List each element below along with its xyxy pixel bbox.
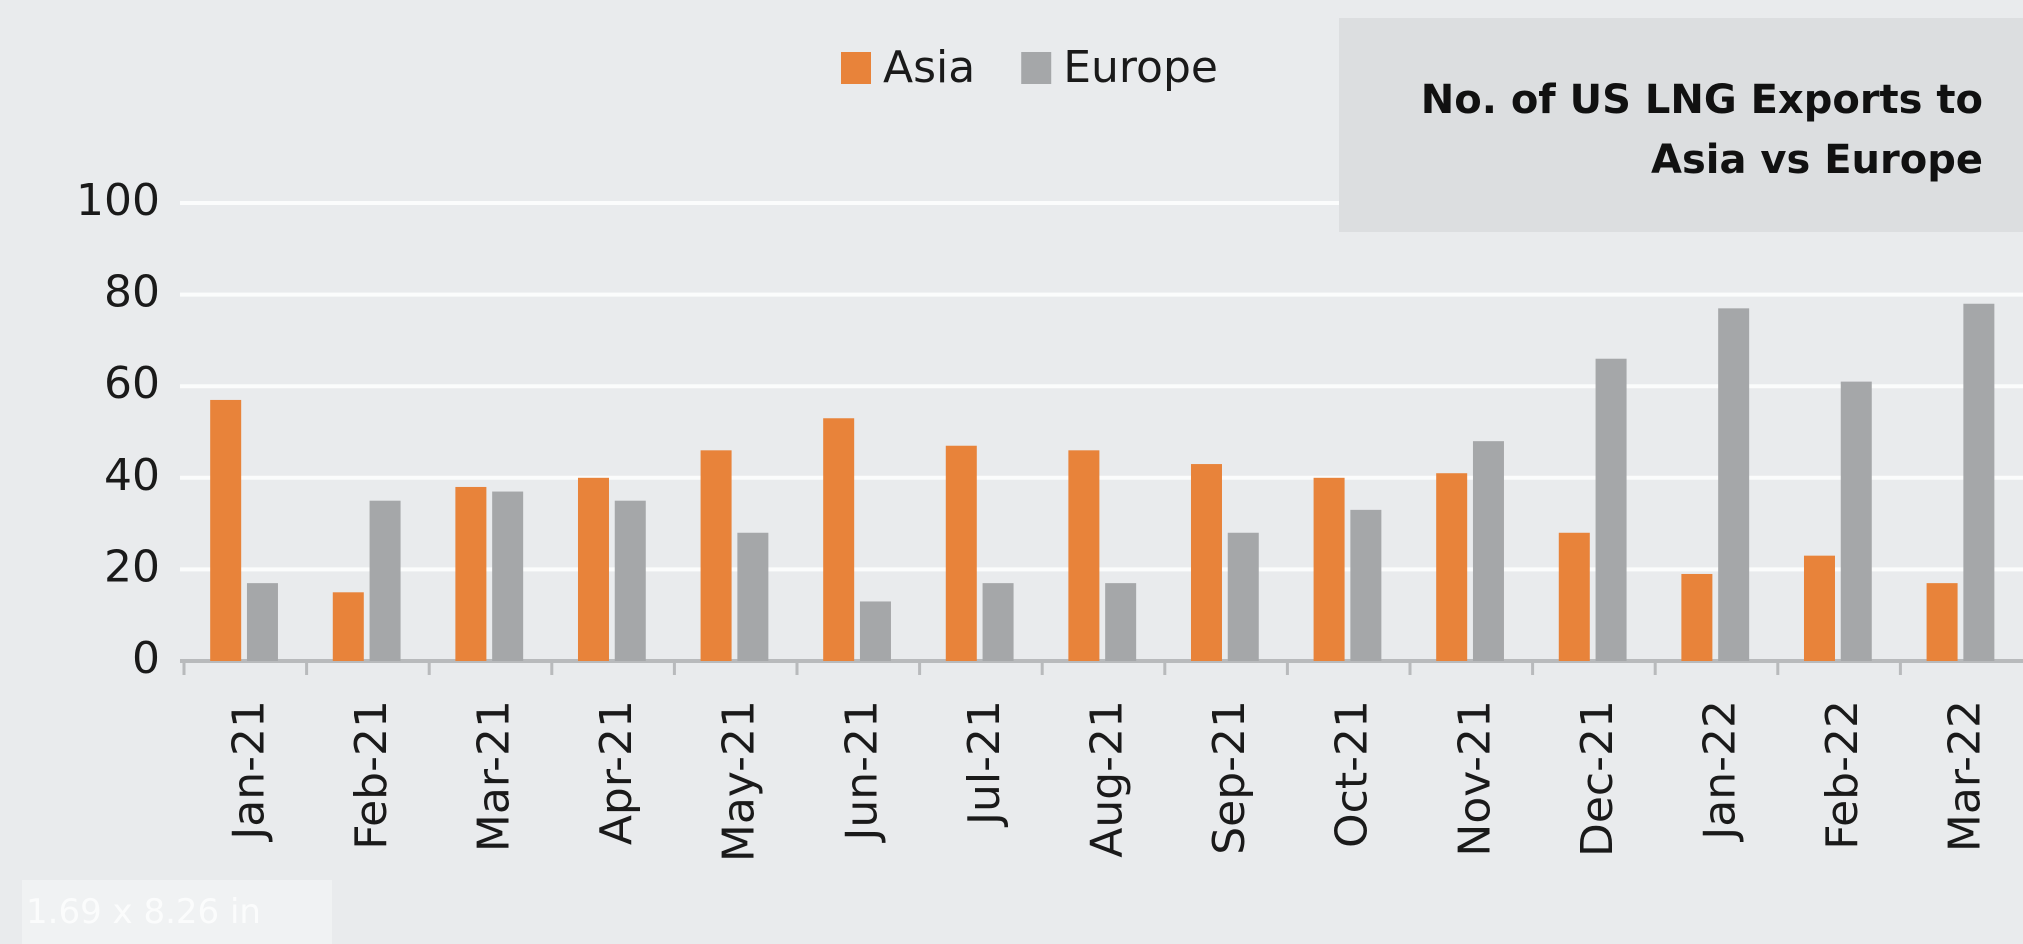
x-tick-label: Oct-21 — [1327, 700, 1378, 848]
bar — [246, 583, 278, 661]
x-tick-label: Dec-21 — [1572, 700, 1623, 857]
x-tick-label: Sep-21 — [1204, 700, 1255, 855]
x-tick-label: Jan-21 — [223, 700, 274, 843]
y-tick-label: 80 — [104, 267, 160, 318]
bar — [332, 592, 364, 661]
bar — [1595, 358, 1627, 661]
bar — [455, 486, 487, 661]
bar — [945, 445, 977, 661]
x-tick-label: Apr-21 — [591, 700, 642, 845]
bar — [1681, 573, 1713, 661]
bar — [737, 532, 769, 661]
bar — [1718, 308, 1750, 661]
legend-label: Asia — [883, 42, 975, 93]
x-tick-label: Mar-22 — [1940, 700, 1991, 852]
legend-swatch — [1021, 52, 1052, 84]
y-tick-label: 0 — [132, 633, 160, 684]
x-tick-label: Aug-21 — [1082, 700, 1133, 858]
bar — [1963, 303, 1995, 661]
x-tick-label: Feb-21 — [346, 700, 397, 850]
x-tick-label: Nov-21 — [1449, 700, 1500, 857]
y-tick-label: 100 — [76, 175, 160, 226]
bar — [1227, 532, 1259, 661]
x-tick-label: May-21 — [714, 700, 765, 862]
bar — [1068, 450, 1100, 661]
bar — [700, 450, 732, 661]
x-tick-label: Feb-22 — [1817, 700, 1868, 850]
bar — [859, 601, 891, 661]
chart-title: No. of US LNG Exports to Asia vs Europe — [1339, 18, 2023, 232]
legend-label: Europe — [1063, 42, 1218, 93]
bar — [1190, 464, 1222, 661]
bar — [1105, 583, 1137, 661]
x-tick-label: Jun-21 — [836, 700, 887, 844]
x-tick-label: Jul-21 — [959, 700, 1010, 828]
bar — [1472, 441, 1504, 661]
bar — [210, 399, 242, 661]
bar — [492, 491, 524, 661]
bar — [982, 583, 1014, 661]
bar — [1350, 509, 1382, 661]
bar — [1436, 473, 1468, 661]
y-tick-label: 40 — [104, 450, 160, 501]
y-tick-label: 60 — [104, 358, 160, 409]
y-tick-label: 20 — [104, 541, 160, 592]
bar — [614, 500, 646, 661]
bar — [823, 418, 855, 661]
x-tick-label: Jan-22 — [1695, 700, 1746, 843]
bar — [1558, 532, 1590, 661]
bar — [1840, 381, 1872, 661]
bar — [1803, 555, 1835, 661]
x-tick-label: Mar-21 — [469, 700, 520, 852]
bar — [577, 477, 609, 661]
bar — [369, 500, 401, 661]
overlay-text: 1.69 x 8.26 in — [22, 880, 332, 944]
legend-swatch — [841, 52, 871, 84]
bar — [1313, 477, 1345, 661]
bar — [1926, 583, 1958, 661]
